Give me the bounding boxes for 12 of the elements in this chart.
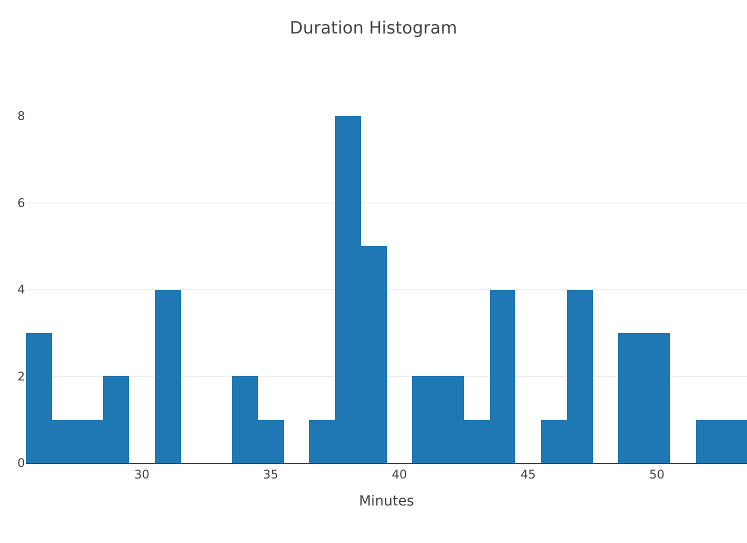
y-tick-label: 2: [17, 369, 25, 384]
x-tick-label: 50: [649, 467, 665, 482]
y-tick-label: 6: [17, 196, 25, 210]
x-axis-title: Minutes: [358, 494, 414, 510]
x-tick-label: 40: [392, 467, 408, 482]
x-tick-label: 30: [134, 467, 150, 482]
x-tick-label: 35: [262, 467, 278, 482]
y-tick-label: 4: [17, 282, 25, 297]
chart-title: Duration Histogram: [290, 18, 458, 39]
y-tick-label: 0: [17, 456, 25, 470]
x-tick-label: 45: [520, 467, 536, 482]
y-tick-label: 8: [17, 109, 25, 124]
